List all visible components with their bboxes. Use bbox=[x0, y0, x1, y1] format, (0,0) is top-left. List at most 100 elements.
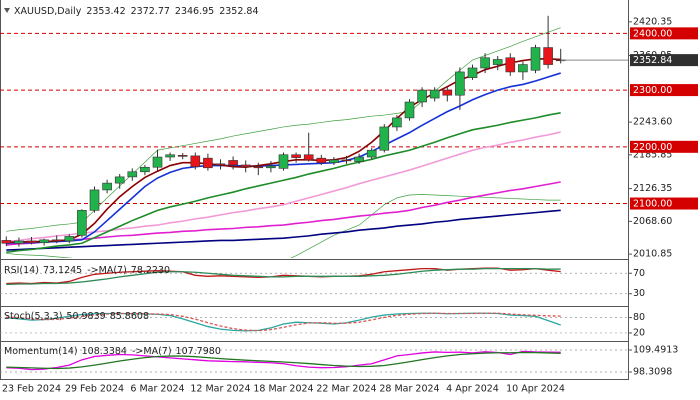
candle-body bbox=[543, 47, 553, 65]
candle-body bbox=[64, 236, 75, 242]
y-tick-label: 30 bbox=[633, 288, 645, 299]
indicator-line bbox=[6, 350, 561, 371]
y-tick-label: 2010.85 bbox=[633, 249, 672, 260]
candle-body bbox=[467, 67, 478, 78]
candle-body bbox=[253, 166, 264, 169]
y-tick-label: 20 bbox=[633, 327, 645, 338]
x-tick-label: 18 Mar 2024 bbox=[253, 384, 313, 395]
candle-body bbox=[316, 157, 327, 163]
candle-body bbox=[165, 154, 175, 158]
candle-body bbox=[530, 47, 541, 71]
ohlc-value: 2346.95 bbox=[175, 6, 214, 17]
candle-body bbox=[1, 240, 12, 244]
level-label: 2100.00 bbox=[633, 199, 672, 210]
candle-body bbox=[228, 160, 238, 166]
candle-body bbox=[140, 166, 150, 173]
candle-body bbox=[240, 164, 251, 167]
level-label-box bbox=[630, 140, 698, 153]
y-tick-label: 2243.60 bbox=[633, 117, 672, 128]
candle-body bbox=[492, 59, 503, 65]
indicator-value: 107.7980 bbox=[176, 346, 221, 357]
level-label: 2400.00 bbox=[633, 28, 672, 39]
indicator-line bbox=[6, 351, 561, 370]
candle-body bbox=[404, 101, 415, 119]
panel bbox=[0, 267, 628, 295]
candle-body bbox=[266, 165, 276, 169]
indicator-name: Momentum(14) bbox=[4, 346, 78, 357]
indicator-value: 50.9839 bbox=[66, 311, 105, 322]
candle-body bbox=[102, 182, 112, 191]
candle-body bbox=[152, 156, 163, 168]
candle-body bbox=[14, 240, 24, 244]
chart-title: XAUUSD,Daily 2353.42 2372.77 2346.95 2352.84 bbox=[14, 6, 259, 17]
y-tick-label: 2185.85 bbox=[633, 149, 672, 160]
x-tick-label: 28 Mar 2024 bbox=[379, 384, 439, 395]
indicator-header: RSI(14) 73.1245 ->MA(7) 78.2230 bbox=[4, 265, 170, 276]
level-label: 2300.00 bbox=[633, 85, 672, 96]
candle-body bbox=[505, 57, 516, 73]
candle-body bbox=[442, 89, 453, 96]
moving-average bbox=[6, 194, 561, 258]
candle-body bbox=[366, 149, 377, 158]
current-price-box bbox=[630, 54, 698, 67]
indicator-name: Stoch(5,3,3) bbox=[4, 311, 62, 322]
ohlc-value: 2353.42 bbox=[86, 6, 125, 17]
candle-body bbox=[429, 89, 440, 99]
ohlc-value: 2352.84 bbox=[219, 6, 258, 17]
candle-body bbox=[341, 159, 352, 162]
candle-body bbox=[177, 155, 188, 157]
indicator-value: 78.2230 bbox=[131, 265, 170, 276]
candle-body bbox=[39, 239, 49, 243]
indicator-line bbox=[6, 312, 561, 332]
level-label-box bbox=[630, 84, 698, 97]
level-label-box bbox=[630, 197, 698, 210]
indicator-value: 85.8608 bbox=[110, 311, 149, 322]
candle-body bbox=[480, 57, 490, 69]
ohlc-value: 2372.77 bbox=[131, 6, 170, 17]
candle-body bbox=[89, 189, 100, 211]
indicator-name: ->MA(7) bbox=[132, 346, 172, 357]
candle-body bbox=[291, 154, 301, 158]
indicator-name: ->MA(7) bbox=[87, 265, 127, 276]
moving-average bbox=[6, 209, 561, 251]
current-price-label: 2352.84 bbox=[633, 55, 672, 66]
y-tick-label: 70 bbox=[633, 268, 645, 279]
candle-body bbox=[354, 156, 364, 162]
indicator-header: Stoch(5,3,3) 50.9839 85.8608 bbox=[4, 311, 149, 322]
candle-body bbox=[190, 155, 201, 167]
indicator-value: 108.3384 bbox=[82, 346, 127, 357]
x-tick-label: 4 Apr 2024 bbox=[446, 384, 499, 395]
x-tick-label: 29 Feb 2024 bbox=[65, 384, 124, 395]
candle-body bbox=[127, 171, 138, 178]
candle-body bbox=[455, 71, 465, 96]
candle-body bbox=[379, 126, 390, 151]
candle-body bbox=[392, 117, 402, 128]
candle-body bbox=[329, 159, 339, 163]
candle-body bbox=[77, 210, 87, 236]
y-tick-label: 109.4913 bbox=[633, 345, 678, 356]
candle-body bbox=[203, 157, 213, 169]
y-tick-label: 2068.60 bbox=[633, 216, 672, 227]
indicator-value: 73.1245 bbox=[43, 265, 82, 276]
indicator-line bbox=[6, 268, 561, 286]
y-tick-label: 2420.35 bbox=[633, 16, 672, 27]
symbol-icon bbox=[4, 8, 10, 13]
indicator-name: RSI(14) bbox=[4, 265, 39, 276]
moving-average bbox=[6, 111, 561, 254]
candle-body bbox=[215, 163, 226, 166]
y-tick-label: 2126.35 bbox=[633, 183, 672, 194]
candle-body bbox=[51, 239, 62, 242]
x-tick-label: 10 Apr 2024 bbox=[506, 384, 565, 395]
candle-body bbox=[518, 64, 528, 73]
y-tick-label: 98.3098 bbox=[633, 366, 672, 377]
indicator-header: Momentum(14) 108.3384 ->MA(7) 107.7980 bbox=[4, 346, 221, 357]
panel bbox=[0, 349, 628, 373]
moving-average bbox=[6, 131, 561, 243]
level-label-box bbox=[630, 27, 698, 40]
x-tick-label: 6 Mar 2024 bbox=[130, 384, 184, 395]
moving-average bbox=[6, 181, 561, 246]
x-tick-label: 23 Feb 2024 bbox=[2, 384, 61, 395]
level-label: 2200.00 bbox=[633, 142, 672, 153]
x-tick-label: 22 Mar 2024 bbox=[316, 384, 376, 395]
